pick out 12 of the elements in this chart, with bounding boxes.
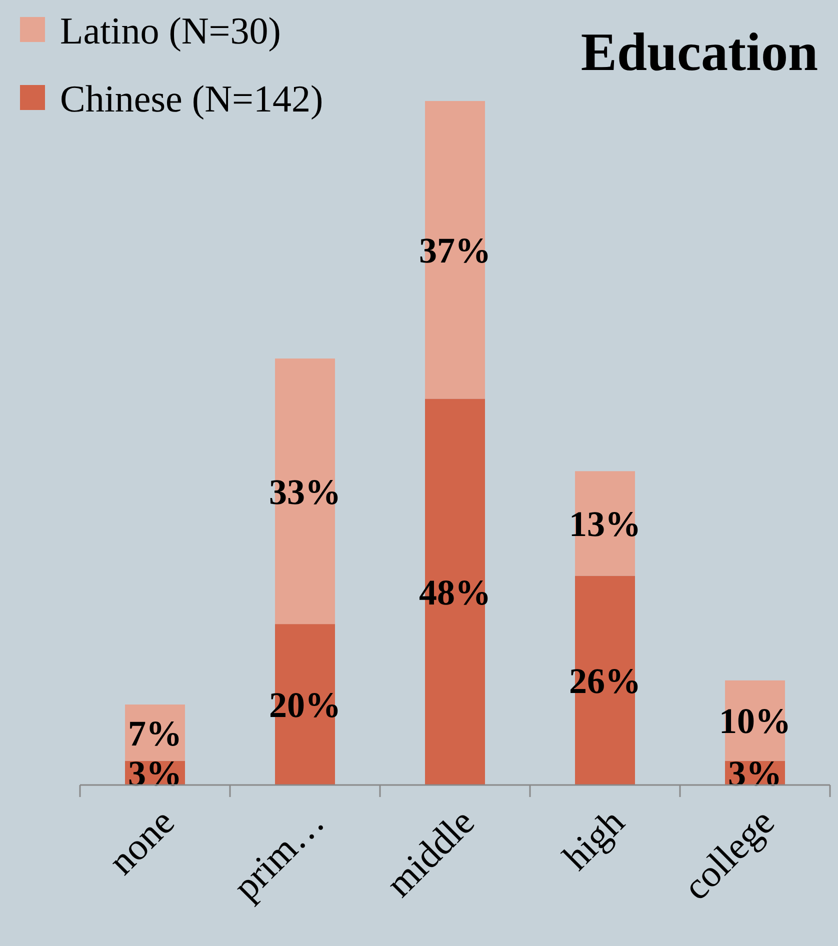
x-tick-label: high	[555, 801, 633, 879]
x-tick-label: none	[100, 801, 183, 884]
chart-title: Education	[580, 22, 818, 82]
data-label: 33%	[269, 472, 341, 512]
data-label: 3%	[728, 754, 782, 794]
legend-label: Latino (N=30)	[60, 10, 281, 52]
data-label: 13%	[569, 504, 641, 544]
data-label: 37%	[419, 230, 491, 270]
data-label: 10%	[719, 701, 791, 742]
data-label: 3%	[128, 754, 182, 794]
legend-label: Chinese (N=142)	[60, 78, 324, 120]
data-label: 7%	[128, 713, 182, 754]
